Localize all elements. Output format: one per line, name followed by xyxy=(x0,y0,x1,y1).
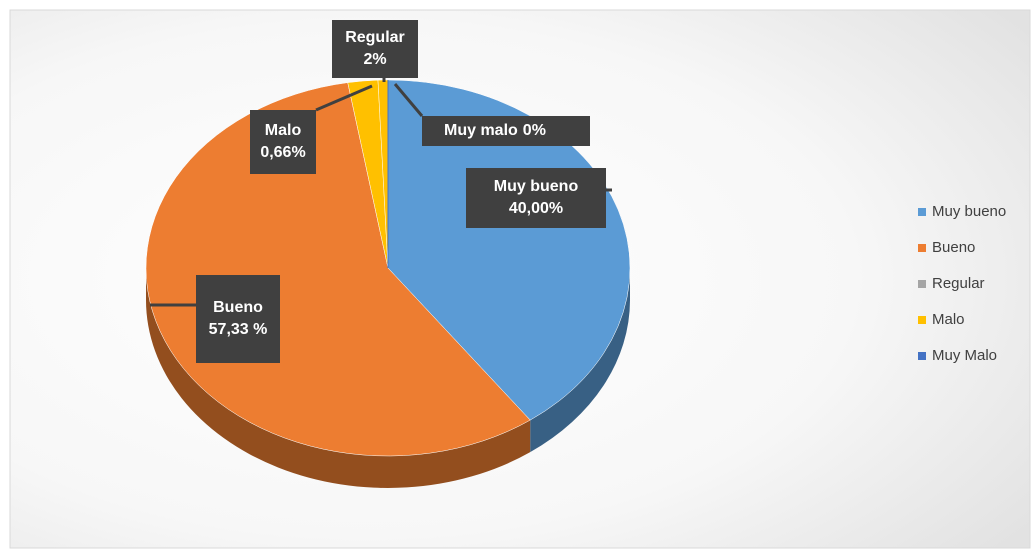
label-box xyxy=(250,110,316,174)
label-name: Regular xyxy=(345,29,405,46)
legend-label: Muy bueno xyxy=(932,203,1006,220)
label-box xyxy=(422,116,590,146)
legend-label: Bueno xyxy=(932,239,975,256)
label-name: Malo xyxy=(265,122,302,139)
legend-swatch xyxy=(918,208,926,216)
legend-label: Regular xyxy=(932,275,985,292)
legend-swatch xyxy=(918,316,926,324)
pie-side xyxy=(530,268,630,453)
label-box xyxy=(466,168,606,228)
label-value: 40,00% xyxy=(509,200,563,217)
label-box xyxy=(196,275,280,363)
legend-swatch xyxy=(918,244,926,252)
label-value: 0% xyxy=(523,122,546,139)
label-name: Bueno xyxy=(213,299,263,316)
label-value: 0,66% xyxy=(260,144,305,161)
pie-slice xyxy=(387,79,631,421)
data-label: Malo 0,66% xyxy=(250,84,373,174)
data-label: Bueno 57,33 % xyxy=(150,275,280,363)
label-name: Muy bueno xyxy=(494,178,579,195)
data-label: Muy bueno 40,00% xyxy=(466,168,612,228)
label-value: 2% xyxy=(363,51,386,68)
pie-side xyxy=(146,268,531,489)
leader-line xyxy=(393,83,424,117)
legend-swatch xyxy=(918,352,926,360)
label-name: Muy malo xyxy=(444,122,518,139)
leader-line xyxy=(315,84,373,112)
legend-label: Malo xyxy=(932,311,965,328)
data-label: Regular 2% xyxy=(332,20,418,82)
label-box xyxy=(332,20,418,78)
label-value: 57,33 % xyxy=(209,321,268,338)
legend-label: Muy Malo xyxy=(932,347,997,364)
data-label: Muy malo 0% xyxy=(393,83,590,146)
legend-swatch xyxy=(918,280,926,288)
